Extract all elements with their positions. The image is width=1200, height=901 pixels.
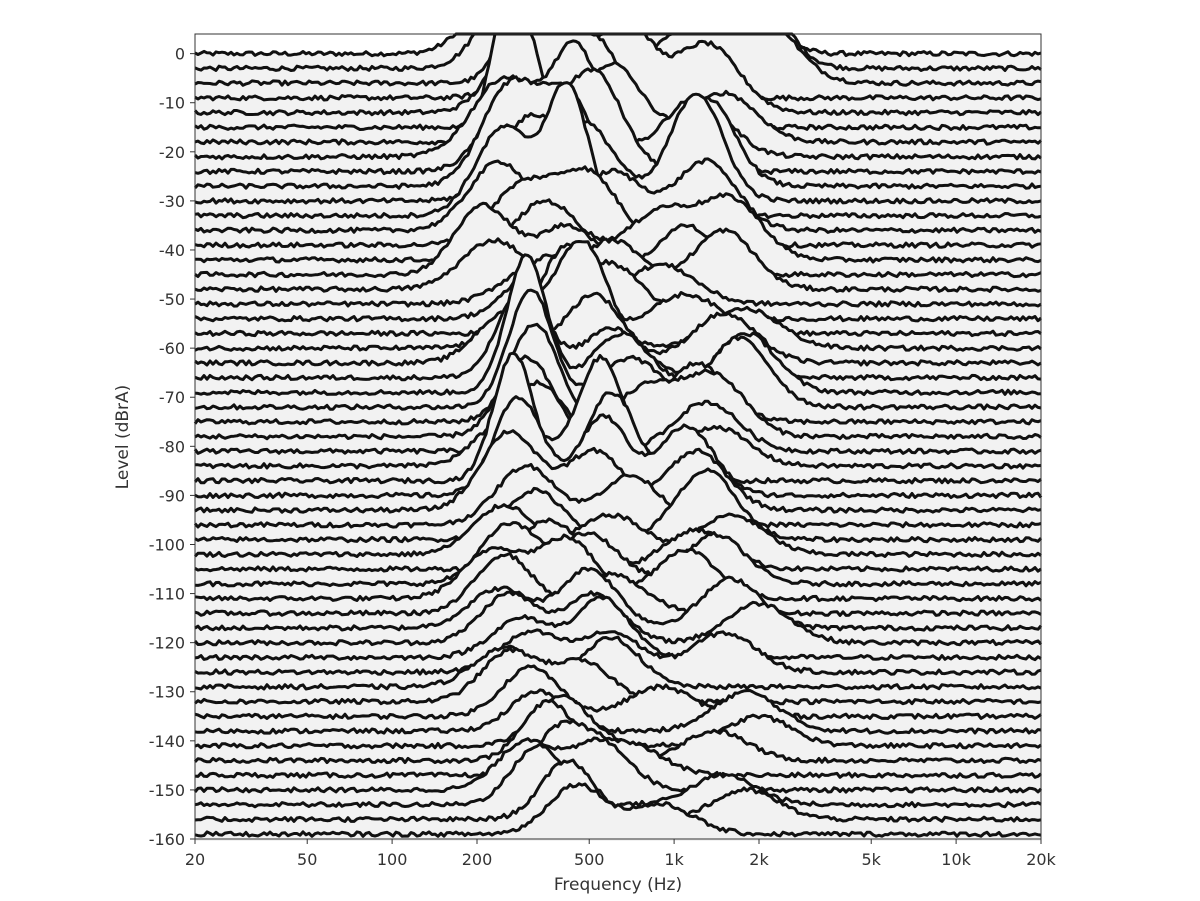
y-tick-label: -10: [159, 94, 185, 113]
y-tick-label: -120: [149, 634, 185, 653]
spectrum-line: [194, 429, 1042, 514]
spectrum-line: [194, 253, 1043, 323]
spectrum-line: [194, 566, 1043, 632]
spectrum-line: [194, 92, 1042, 205]
spectrum-line: [194, 240, 1042, 352]
plot-frame: [194, 33, 1042, 840]
spectrum-line: [194, 67, 1042, 176]
x-tick-label: 500: [574, 850, 605, 869]
spectrum-line: [194, 227, 1042, 293]
spectrum-line: [194, 157, 1042, 234]
spectrum-line: [195, 353, 1042, 470]
y-tick-label: -40: [159, 241, 185, 260]
spectrum-line: [194, 165, 1042, 249]
x-tick-label: 2k: [749, 850, 769, 869]
y-tick-label: -100: [149, 535, 185, 554]
y-tick-label: -140: [149, 732, 185, 751]
x-tick-label: 1k: [664, 850, 684, 869]
x-tick-label: 20: [185, 850, 205, 869]
x-tick-label: 20k: [1026, 850, 1056, 869]
spectrum-line: [194, 628, 1042, 676]
spectrum-line: [194, 253, 1042, 396]
spectrum-line: [194, 32, 1043, 146]
y-axis-title: Level (dBrA): [113, 385, 133, 490]
x-tick-label: 200: [462, 850, 493, 869]
y-tick-label: -160: [149, 830, 185, 849]
spectrum-line: [194, 664, 1042, 720]
spectrum-line: [194, 688, 1042, 735]
spectrum-line: [193, 351, 1042, 485]
y-tick-label: -90: [159, 486, 185, 505]
y-tick-label: -70: [159, 388, 185, 407]
x-tick-label: 5k: [861, 850, 881, 869]
y-tick-label: -60: [159, 339, 185, 358]
y-tick-label: -20: [159, 143, 185, 162]
spectrum-line: [194, 521, 1042, 588]
y-axis: 0 -10 -20 -30 -40 -50 -60 -70 -80 -90 -100 -110 -120…: [149, 45, 195, 849]
x-tick-label: 50: [297, 850, 317, 869]
y-tick-label: 0: [175, 45, 185, 64]
spectrum-line: [194, 551, 1042, 617]
spectrum-line: [193, 462, 1042, 529]
spectrum-line: [194, 646, 1042, 706]
spectrum-line: [193, 736, 1043, 794]
y-tick-label: -30: [159, 192, 185, 211]
spectrum-fill: [195, 783, 1041, 841]
y-tick-label: -130: [149, 683, 185, 702]
spectra-group: [193, 32, 1043, 842]
x-axis: 20 50 100 200 500 1k 2k 5k 10k 20k: [185, 839, 1057, 869]
x-tick-label: 100: [377, 850, 408, 869]
spectrum-line: [194, 782, 1042, 838]
spectrum-line: [194, 635, 1042, 691]
spectrum-line: [194, 288, 1042, 411]
spectrum-line: [194, 395, 1043, 500]
spectrum-line: [194, 291, 1042, 367]
x-tick-label: 10k: [941, 850, 971, 869]
spectrum-line: [194, 192, 1042, 264]
y-tick-label: -150: [149, 781, 185, 800]
spectrum-line: [193, 503, 1042, 558]
y-tick-label: -50: [159, 290, 185, 309]
spectrum-line: [194, 595, 1042, 662]
y-tick-label: -80: [159, 437, 185, 456]
spectrum-line: [194, 285, 1042, 382]
y-tick-label: -110: [149, 585, 185, 604]
spectrum-line: [194, 719, 1042, 779]
x-axis-title: Frequency (Hz): [554, 875, 682, 895]
